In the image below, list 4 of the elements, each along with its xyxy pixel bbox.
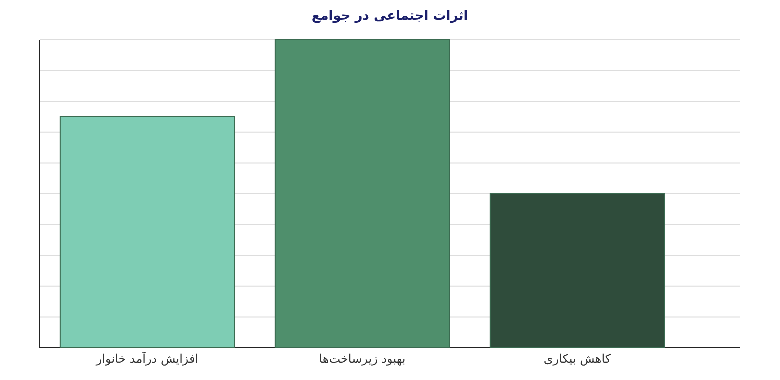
x-tick-label: بهبود زیرساخت‌ها: [319, 352, 406, 366]
x-tick-label: افزایش درآمد خانوار: [95, 351, 199, 366]
chart-title: اثرات اجتماعی در جوامع: [312, 9, 468, 24]
x-tick-label: کاهش بیکاری: [544, 352, 612, 366]
